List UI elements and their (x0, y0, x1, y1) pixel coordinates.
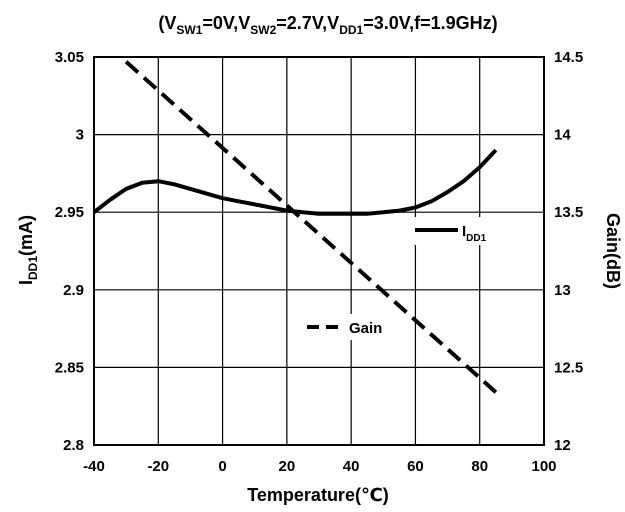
y-right-tick-label: 12.5 (554, 359, 583, 376)
x-tick-label: 40 (343, 458, 360, 475)
x-tick-label: -40 (83, 458, 105, 475)
x-tick-label: 60 (407, 458, 424, 475)
y-right-tick-label: 14 (554, 127, 571, 144)
x-tick-label: 0 (218, 458, 226, 475)
y-axis-title-left: IDD1(mA) (16, 215, 40, 285)
series-layer (92, 60, 498, 394)
tick-labels: -40 -20 0 20 40 60 80 100 2.8 2.85 2.9 2.95 3 3.05 12 1… (55, 49, 583, 475)
x-tick-label: 20 (279, 458, 296, 475)
x-tick-label: -20 (147, 458, 169, 475)
y-left-tick-label: 2.95 (55, 204, 84, 221)
y-right-tick-label: 13.5 (554, 204, 583, 221)
y-right-tick-label: 12 (554, 437, 571, 454)
y-left-tick-label: 3.05 (55, 49, 84, 66)
y-right-tick-label: 13 (554, 282, 571, 299)
y-left-tick-label: 3 (76, 127, 84, 144)
y-left-tick-label: 2.8 (63, 437, 84, 454)
legend: IDD1 Gain (304, 217, 500, 340)
legend-gain-label: Gain (349, 320, 382, 337)
y-left-tick-label: 2.85 (55, 359, 84, 376)
gain-series-line (124, 60, 498, 394)
x-axis-title: Temperature(℃) (247, 485, 389, 505)
legend-idd1-label: IDD1 (462, 223, 487, 244)
chart-title: (VSW1=0V,VSW2=2.7V,VDD1=3.0V,f=1.9GHz) (158, 13, 497, 37)
plot-frame (93, 56, 545, 446)
y-left-tick-label: 2.9 (63, 282, 84, 299)
y-axis-title-right: Gain(dB) (603, 213, 623, 289)
y-right-tick-label: 14.5 (554, 49, 583, 66)
x-tick-label: 80 (471, 458, 488, 475)
x-tick-label: 100 (531, 458, 556, 475)
